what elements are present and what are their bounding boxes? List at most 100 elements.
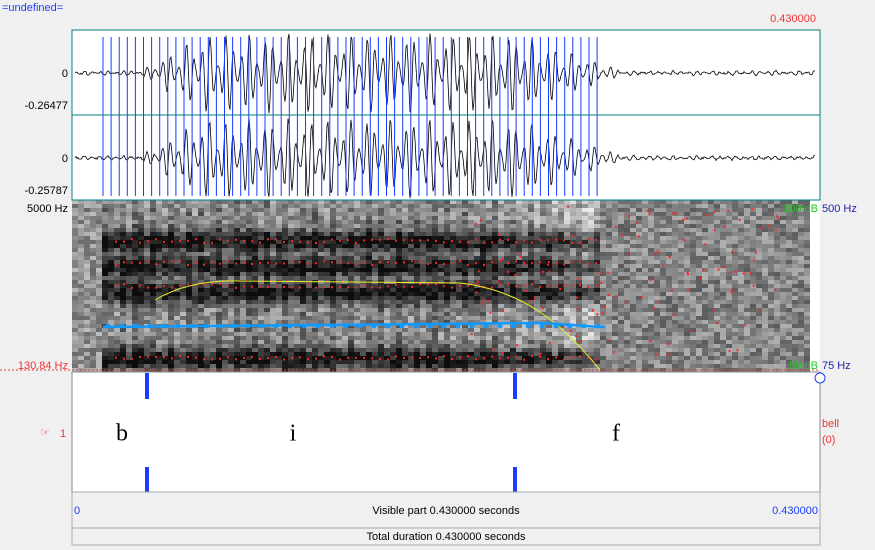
spectrogram-cell (576, 280, 582, 284)
spectrogram-cell (126, 216, 132, 220)
spectrogram-cell (528, 332, 534, 336)
spectrogram-cell (492, 236, 498, 240)
spectrogram-cell (612, 204, 618, 208)
spectrogram-cell (726, 280, 732, 284)
spectrogram-cell (498, 336, 504, 340)
spectrogram-cell (510, 204, 516, 208)
spectrogram-cell (252, 248, 258, 252)
spectrogram-cell (750, 332, 756, 336)
spectrogram-cell (648, 232, 654, 236)
spectrogram-cell (84, 276, 90, 280)
spectrogram-cell (480, 236, 486, 240)
spectrogram-cell (756, 300, 762, 304)
spectrogram-cell (462, 328, 468, 332)
spectrogram-cell (210, 344, 216, 348)
spectrogram-cell (450, 252, 456, 256)
spectrogram-cell (168, 316, 174, 320)
spectrogram-cell (618, 336, 624, 340)
spectrogram-cell (96, 204, 102, 208)
spectrogram-cell (342, 336, 348, 340)
spectrogram-cell (486, 236, 492, 240)
spectrogram-cell (588, 268, 594, 272)
spectrogram-cell (540, 348, 546, 352)
spectrogram-cell (306, 288, 312, 292)
spectrogram-cell (612, 336, 618, 340)
spectrogram-cell (642, 248, 648, 252)
spectrogram-cell (114, 252, 120, 256)
spectrogram-cell (666, 252, 672, 256)
spectrogram-cell (576, 304, 582, 308)
spectrogram-cell (480, 244, 486, 248)
spectrogram-cell (660, 236, 666, 240)
spectrogram-cell (222, 236, 228, 240)
spectrogram-cell (642, 324, 648, 328)
spectrogram-cell (186, 300, 192, 304)
spectrogram-cell (594, 232, 600, 236)
spectrogram-cell (732, 324, 738, 328)
spectrogram-cell (396, 296, 402, 300)
spectrogram-cell (96, 276, 102, 280)
spectrogram-cell (150, 292, 156, 296)
spectrogram-cell (672, 356, 678, 360)
spectrogram-cell (492, 248, 498, 252)
spectrogram-cell (384, 288, 390, 292)
spectrogram-cell (336, 264, 342, 268)
spectrogram-cell (186, 328, 192, 332)
spectrogram-cell (558, 308, 564, 312)
spectrogram-cell (144, 228, 150, 232)
spectrogram-cell (270, 268, 276, 272)
spectrogram-cell (138, 264, 144, 268)
spectrogram-cell (720, 244, 726, 248)
spectrogram-cell (108, 272, 114, 276)
spectrogram-cell (144, 308, 150, 312)
spectrogram-cell (600, 208, 606, 212)
spectrogram-cell (438, 332, 444, 336)
spectrogram-cell (690, 252, 696, 256)
spectrogram-cell (618, 248, 624, 252)
spectrogram-cell (216, 308, 222, 312)
spectrogram-cell (456, 264, 462, 268)
spectrogram-cell (570, 300, 576, 304)
spectrogram-cell (672, 348, 678, 352)
spectrogram-cell (270, 292, 276, 296)
spectrogram-cell (72, 336, 78, 340)
spectrogram-cell (558, 224, 564, 228)
spectrogram-cell (378, 340, 384, 344)
spectrogram-cell (606, 256, 612, 260)
spectrogram-cell (648, 240, 654, 244)
spectrogram-cell (342, 256, 348, 260)
spectrogram-cell (648, 224, 654, 228)
spectrogram-cell (390, 268, 396, 272)
spectrogram-cell (750, 308, 756, 312)
spectrogram-cell (738, 260, 744, 264)
spectrogram-cell (342, 344, 348, 348)
spectrogram-cell (282, 200, 288, 204)
spectrogram-cell (480, 224, 486, 228)
spectrogram-cell (168, 252, 174, 256)
spectrogram-cell (252, 300, 258, 304)
spectrogram-cell (672, 208, 678, 212)
spectrogram-cell (180, 208, 186, 212)
spectrogram-cell (636, 248, 642, 252)
spectrogram-cell (318, 292, 324, 296)
spectrogram-cell (270, 352, 276, 356)
spectrogram-cell (348, 232, 354, 236)
spectrogram-cell (738, 352, 744, 356)
spectrogram-cell (198, 344, 204, 348)
spectrogram-cell (468, 260, 474, 264)
spectrogram-cell (318, 200, 324, 204)
spectrogram-cell (582, 316, 588, 320)
spectrogram-cell (204, 276, 210, 280)
spectrogram-cell (216, 200, 222, 204)
spectrogram-cell (486, 352, 492, 356)
spectrogram-cell (438, 244, 444, 248)
spectrogram-cell (324, 248, 330, 252)
spectrogram-cell (348, 300, 354, 304)
spectrogram-cell (138, 212, 144, 216)
spectrogram-cell (294, 220, 300, 224)
spectrogram-cell (618, 256, 624, 260)
spectrogram-cell (78, 244, 84, 248)
spectrogram-cell (366, 348, 372, 352)
spectrogram-cell (606, 328, 612, 332)
spectrogram-cell (264, 208, 270, 212)
